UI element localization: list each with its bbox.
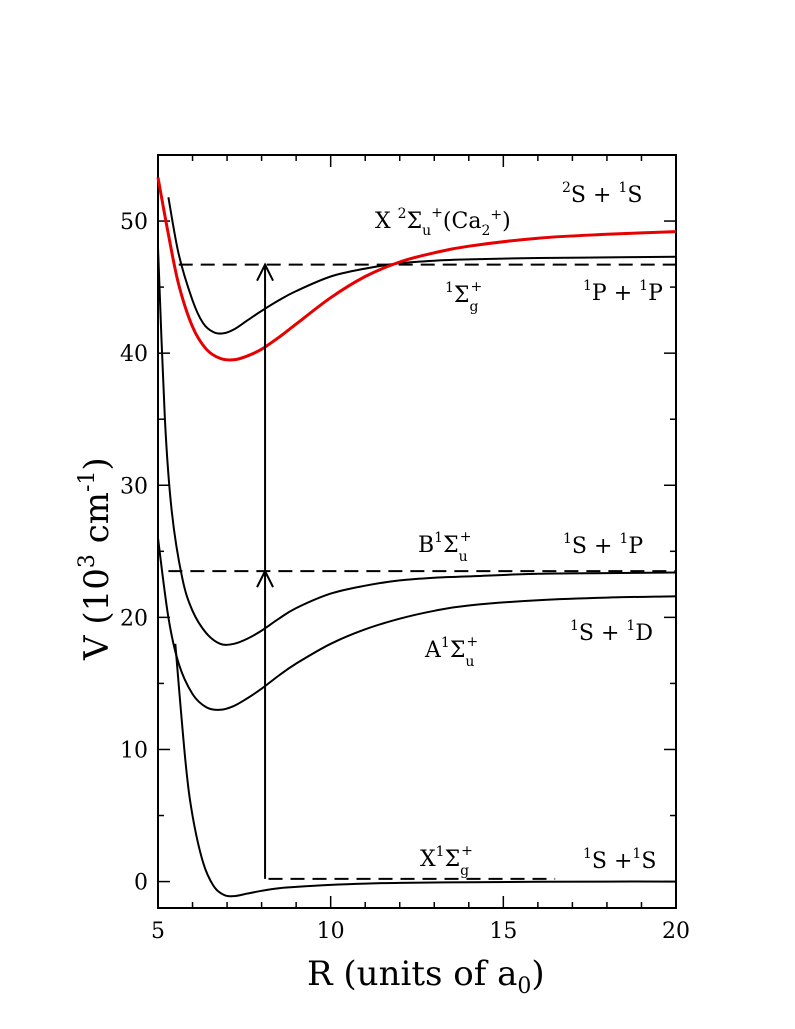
y-tick-label: 10 — [120, 738, 148, 763]
x-tick-label: 20 — [662, 919, 690, 944]
series-line-0 — [174, 643, 677, 898]
y-axis-label: V (103 cm-1) — [75, 457, 117, 661]
series-line-3 — [167, 197, 677, 335]
x-axis-label: R (units of a0) — [307, 954, 545, 999]
dashed-asymptotes — [168, 263, 676, 880]
label-x2sigma-ca2: X 2Σu+(Ca2+) — [375, 205, 511, 239]
x-tick-label: 10 — [317, 919, 345, 944]
y-tick-label: 0 — [134, 871, 148, 896]
transition-arrows — [256, 262, 274, 879]
label-b1sigma-u: B1Σu+ — [418, 529, 471, 565]
arrow-head — [256, 262, 274, 282]
axis-ticks: 5 10 15 20 0 10 20 30 40 50 — [120, 155, 690, 944]
label-1p-1p: 1P + 1P — [583, 278, 663, 306]
series-line-1 — [157, 537, 677, 711]
label-a1sigma-u: A1Σu+ — [424, 634, 478, 670]
series-line-ca2-ion — [156, 177, 677, 362]
y-tick-label: 40 — [120, 342, 148, 367]
series-line-2 — [157, 247, 677, 646]
y-tick-label: 50 — [120, 210, 148, 235]
x-tick-label: 15 — [489, 919, 517, 944]
y-tick-label: 30 — [120, 474, 148, 499]
plot-frame — [157, 154, 677, 909]
label-1sigma-g: 1Σg+ — [445, 279, 482, 315]
label-2s-1s: 2S + 1S — [562, 180, 642, 208]
label-1s-1p: 1S + 1P — [563, 531, 643, 559]
label-1s-1d: 1S + 1D — [570, 618, 653, 646]
label-x1sigma-g: X1Σg+ — [420, 843, 473, 879]
x-tick-label: 5 — [151, 919, 165, 944]
label-1s-1s: 1S +1S — [583, 846, 656, 874]
potential-curves — [156, 177, 677, 898]
y-tick-label: 20 — [120, 606, 148, 631]
